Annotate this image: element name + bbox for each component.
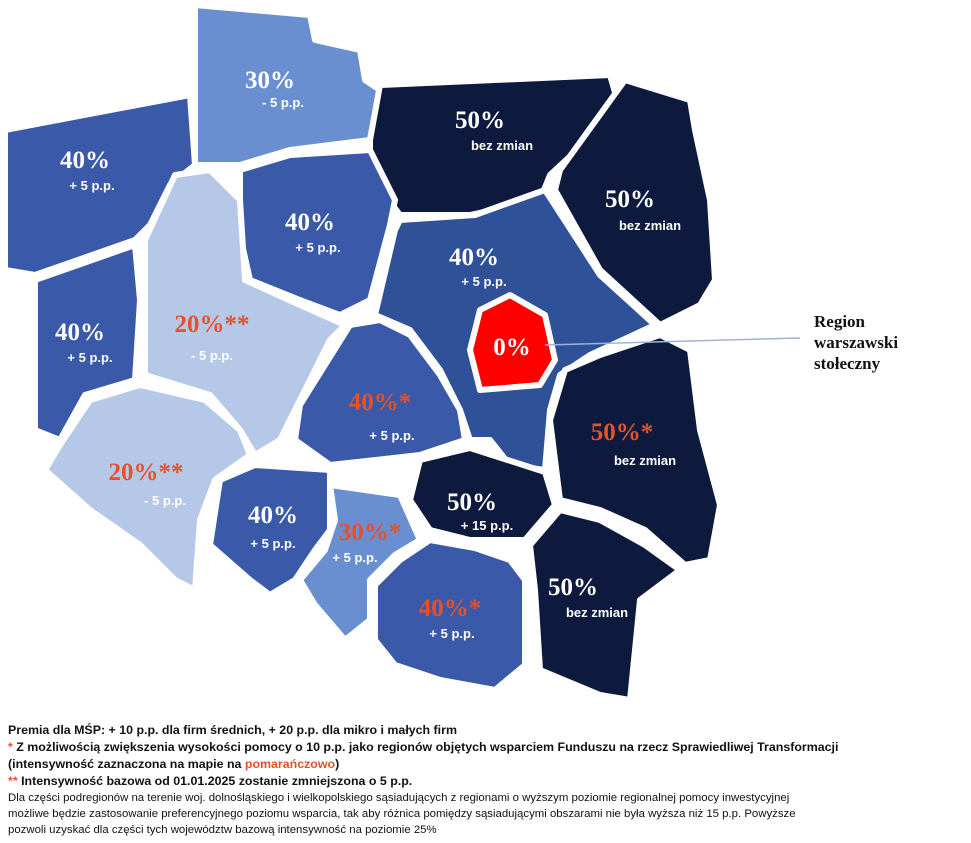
intensity: 20%** bbox=[175, 311, 250, 338]
region bbox=[42, 382, 253, 593]
change: + 5 p.p. bbox=[369, 428, 414, 443]
change: bez zmian bbox=[614, 453, 676, 468]
change: + 5 p.p. bbox=[295, 240, 340, 255]
region bbox=[292, 317, 468, 468]
region bbox=[372, 537, 528, 693]
intensity: 40% bbox=[248, 502, 298, 529]
intensity: 50% bbox=[605, 186, 655, 213]
marker: ** bbox=[8, 774, 18, 788]
note: ** Intensywność bazowa od 01.01.2025 zos… bbox=[8, 773, 968, 790]
intensity: 50%* bbox=[591, 419, 654, 446]
note-highlight: pomarańczowo bbox=[244, 757, 336, 771]
change: bez zmian bbox=[566, 605, 628, 620]
callout-line bbox=[544, 337, 801, 346]
region bbox=[297, 482, 423, 643]
region bbox=[552, 77, 718, 328]
intensity: 30% bbox=[245, 67, 295, 94]
change: - 5 p.p. bbox=[144, 493, 186, 508]
marker: * bbox=[8, 740, 13, 754]
region bbox=[32, 242, 143, 443]
intensity: 40%* bbox=[349, 389, 412, 416]
intensity: 20%** bbox=[109, 459, 184, 486]
intensity: 0% bbox=[493, 334, 531, 361]
change: - 5 p.p. bbox=[262, 95, 304, 110]
change: + 15 p.p. bbox=[461, 518, 513, 533]
change: - 5 p.p. bbox=[191, 348, 233, 363]
note-text: (intensywność zaznaczona na mapie na bbox=[8, 757, 245, 771]
change: + 5 p.p. bbox=[332, 550, 377, 565]
paragraph-line: pozwoli uzyskać dla części tych wojewódz… bbox=[8, 824, 437, 836]
change: + 5 p.p. bbox=[250, 536, 295, 551]
paragraph-line: Dla części podregionów na terenie woj. d… bbox=[8, 792, 790, 804]
callout-label: stołeczny bbox=[814, 354, 881, 373]
intensity: 50% bbox=[447, 489, 497, 516]
intensity: 50% bbox=[548, 574, 598, 601]
region bbox=[207, 462, 333, 598]
change: bez zmian bbox=[619, 218, 681, 233]
paragraph-line: możliwe będzie zastosowanie preferencyjn… bbox=[8, 808, 796, 820]
change: + 5 p.p. bbox=[461, 274, 506, 289]
intensity: 40% bbox=[55, 319, 105, 346]
note: * Z możliwością zwiększenia wysokości po… bbox=[8, 739, 968, 756]
change: + 5 p.p. bbox=[69, 178, 114, 193]
note-text: Intensywność bazowa od 01.01.2025 zostan… bbox=[21, 774, 413, 788]
region bbox=[547, 332, 723, 568]
callout-label: warszawski bbox=[814, 333, 898, 352]
region bbox=[142, 167, 348, 458]
note: Premia dla MŚP: + 10 p.p. dla firm średn… bbox=[8, 723, 457, 737]
map: 40% + 5 p.p. 30% - 5 p.p. 50% bez zmian … bbox=[5, 5, 899, 703]
note-text: ) bbox=[335, 757, 340, 771]
intensity: 30%* bbox=[339, 519, 402, 546]
change: bez zmian bbox=[471, 138, 533, 153]
intensity: 40% bbox=[285, 209, 335, 236]
intensity: 40% bbox=[60, 147, 110, 174]
region-capital bbox=[467, 292, 558, 393]
callout-label: Region bbox=[814, 312, 866, 331]
intensity: 40%* bbox=[419, 595, 482, 622]
notes: Premia dla MŚP: + 10 p.p. dla firm średn… bbox=[8, 722, 968, 838]
region bbox=[527, 507, 683, 703]
change: + 5 p.p. bbox=[429, 626, 474, 641]
note: (intensywność zaznaczona na mapie na pom… bbox=[8, 756, 968, 773]
region bbox=[407, 445, 558, 543]
note-text: Z możliwością zwiększenia wysokości pomo… bbox=[16, 740, 839, 754]
change: + 5 p.p. bbox=[67, 350, 112, 365]
intensity: 50% bbox=[455, 107, 505, 134]
intensity: 40% bbox=[449, 244, 499, 271]
